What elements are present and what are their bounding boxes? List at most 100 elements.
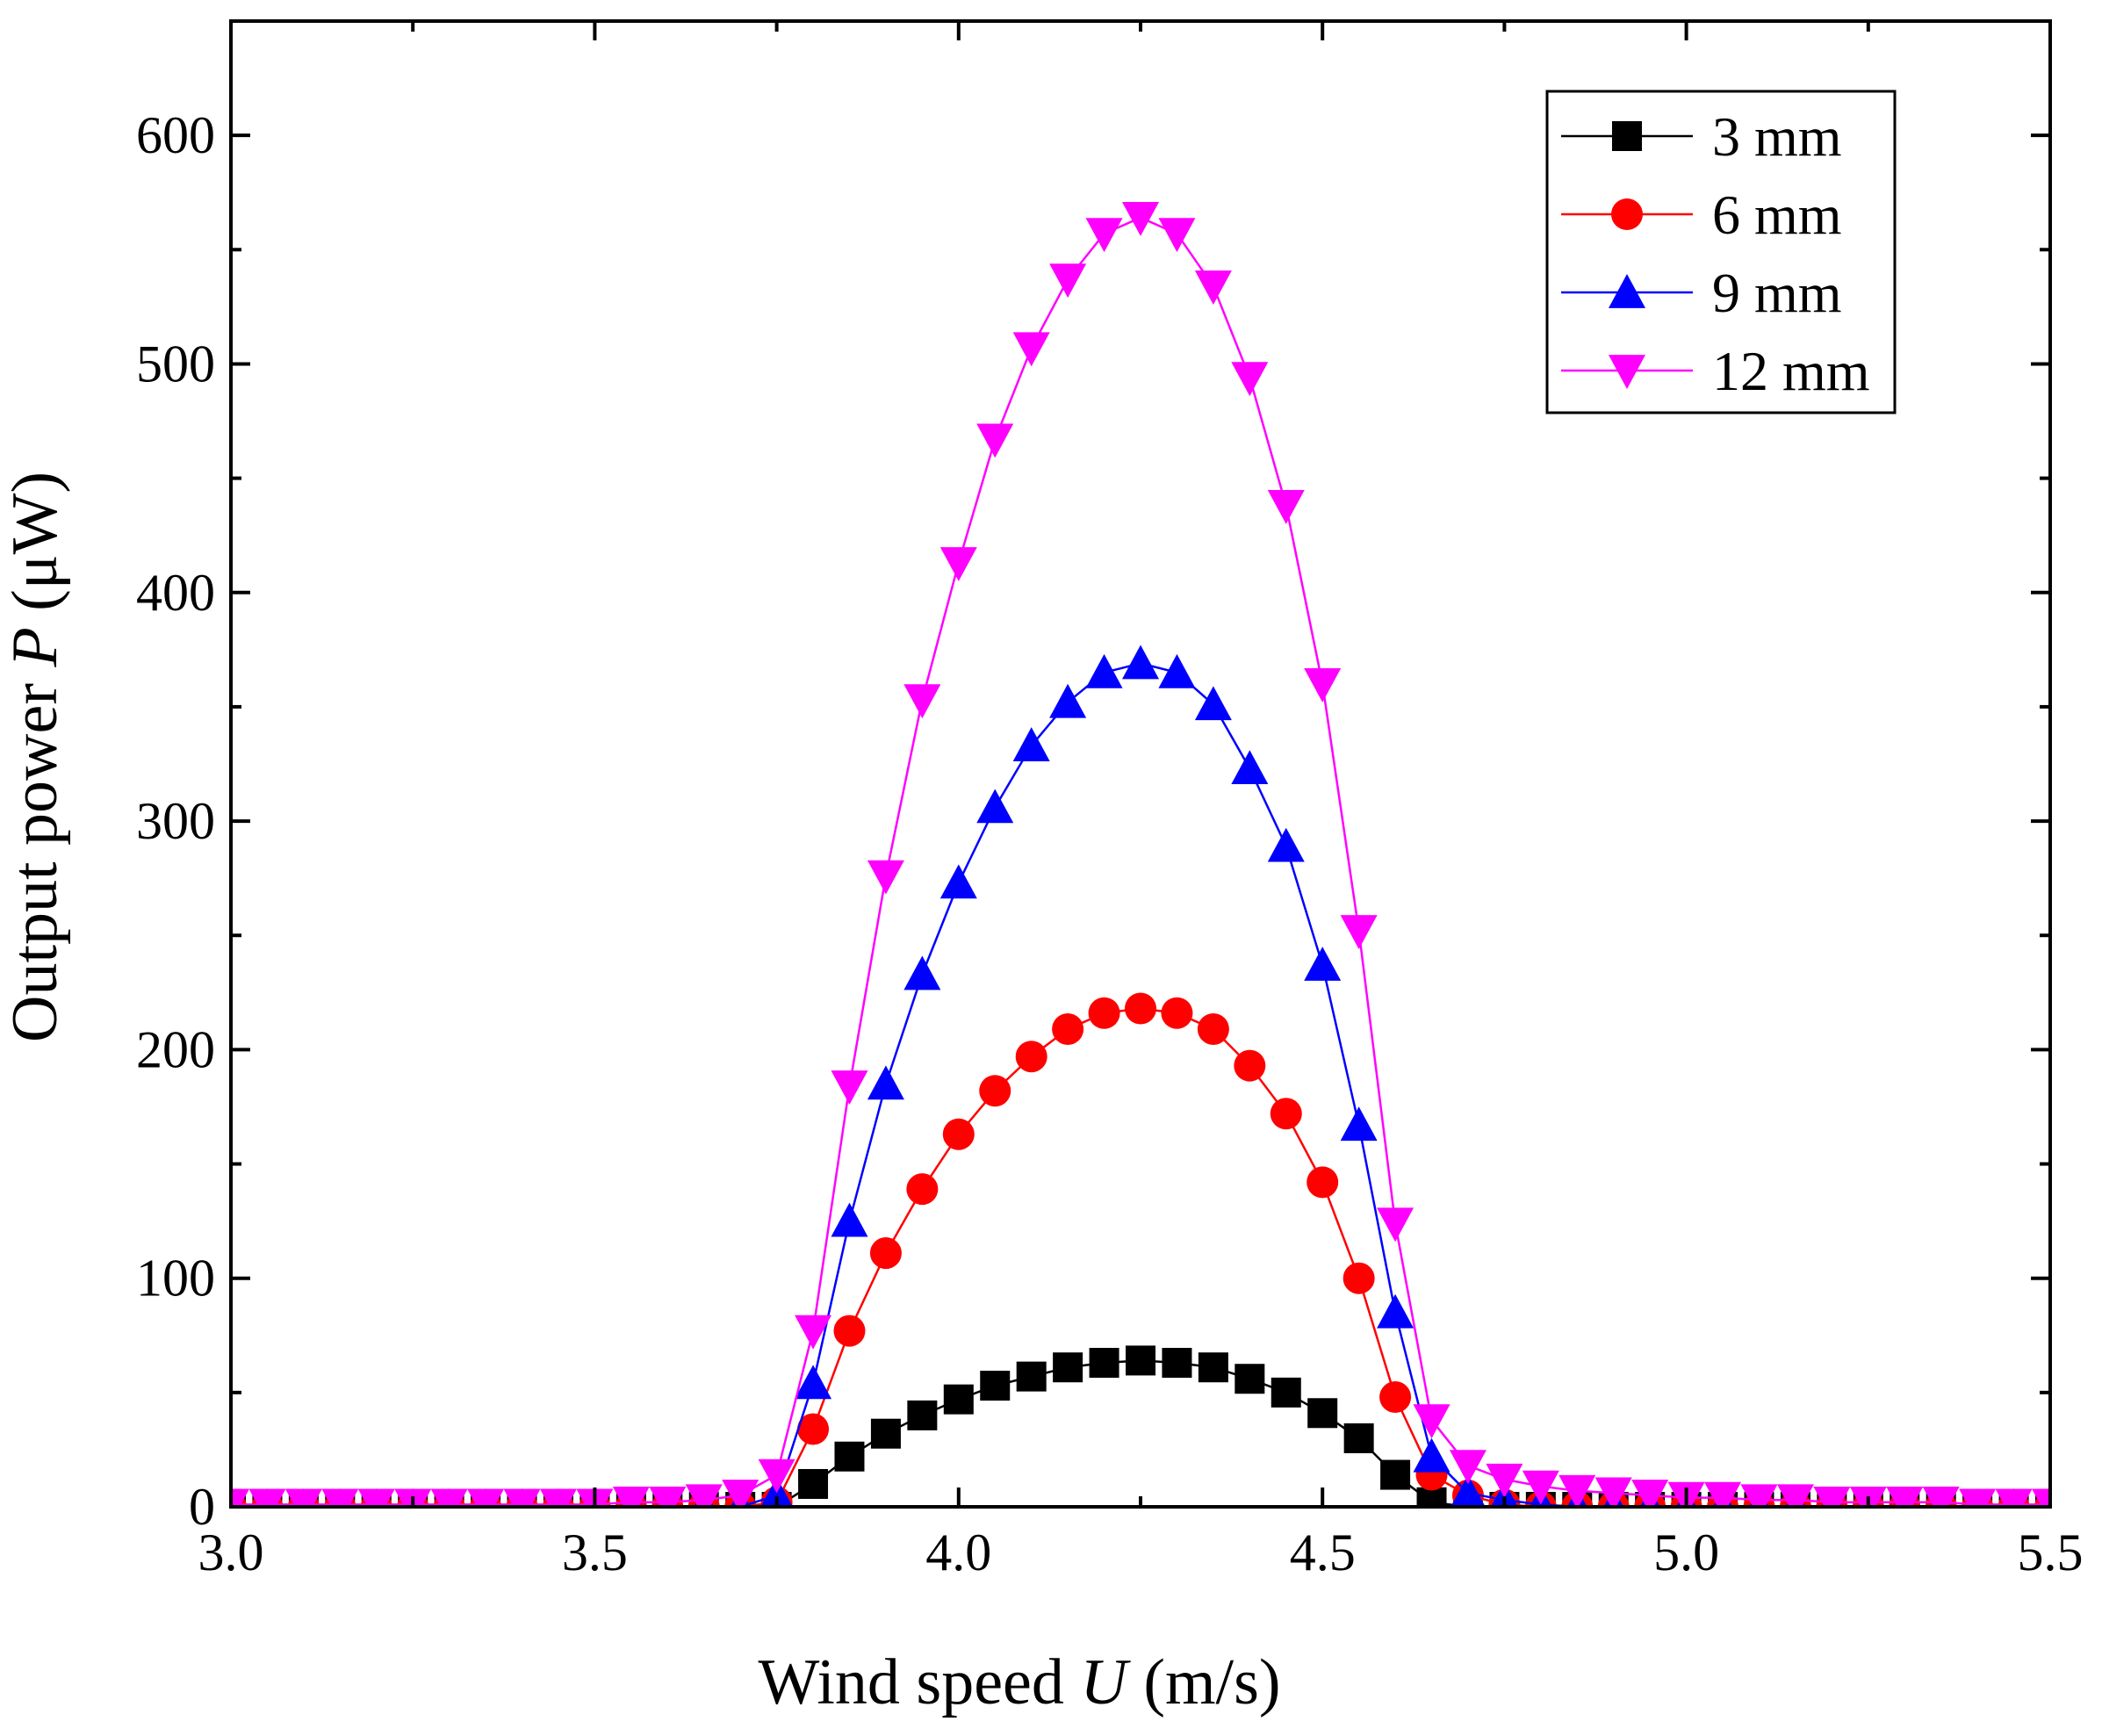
legend-label: 12 mm	[1712, 340, 1870, 402]
data-point	[1740, 1484, 1778, 1507]
data-point	[979, 1075, 1011, 1107]
data-point	[1198, 1352, 1228, 1383]
data-point	[1015, 1041, 1047, 1073]
data-point	[1231, 362, 1269, 397]
data-point	[980, 1371, 1011, 1401]
data-point	[1088, 997, 1120, 1029]
y-axis-title: Output power P (μW)	[0, 472, 71, 1042]
data-point	[1270, 1098, 1302, 1130]
data-point	[612, 1486, 650, 1507]
legend-item: 3 mm	[1561, 105, 1842, 168]
data-point	[1085, 218, 1123, 253]
data-point	[467, 1488, 505, 1507]
data-point	[1049, 683, 1087, 718]
data-point	[1922, 1486, 1960, 1507]
x-tick-label: 3.5	[562, 1524, 628, 1581]
data-point	[1379, 1381, 1412, 1414]
data-point	[1413, 1404, 1451, 1439]
data-point	[903, 955, 941, 990]
data-point	[1776, 1484, 1814, 1507]
legend-item: 9 mm	[1561, 262, 1842, 324]
data-point	[1522, 1470, 1559, 1505]
data-point	[797, 1413, 830, 1445]
data-point	[1016, 1361, 1047, 1392]
data-point	[867, 860, 904, 895]
data-point	[1340, 915, 1378, 950]
data-point	[1377, 1293, 1415, 1329]
legend-marker	[1609, 274, 1645, 308]
legend-item: 12 mm	[1561, 340, 1870, 402]
data-point	[1012, 727, 1050, 762]
legend-marker	[1609, 355, 1645, 389]
series-12-mm	[231, 202, 2050, 1507]
data-point	[1267, 490, 1305, 524]
y-tick-label: 0	[189, 1478, 215, 1536]
data-point	[321, 1488, 359, 1507]
data-point	[903, 684, 941, 719]
data-point	[795, 1365, 832, 1400]
data-point	[1486, 1463, 1523, 1498]
y-tick-label: 400	[136, 564, 215, 622]
legend-marker	[1611, 198, 1643, 230]
data-point	[248, 1488, 286, 1507]
data-point	[1886, 1486, 1924, 1507]
data-point	[831, 1202, 868, 1237]
data-point	[1052, 1012, 1084, 1045]
data-point	[939, 547, 977, 581]
data-point	[1631, 1480, 1669, 1507]
data-point	[503, 1488, 541, 1507]
y-tick-label: 600	[136, 106, 215, 164]
data-point	[2032, 1488, 2050, 1507]
data-point	[869, 1237, 902, 1270]
data-point	[1194, 686, 1232, 721]
x-axis-title: Wind speed U (m/s)	[758, 1646, 1280, 1718]
data-point	[1125, 992, 1156, 1025]
data-point	[942, 1118, 975, 1150]
data-point	[1158, 218, 1196, 253]
data-point	[833, 1315, 866, 1347]
data-point	[1304, 947, 1342, 981]
data-point	[1416, 1487, 1447, 1507]
legend-label: 9 mm	[1712, 262, 1842, 324]
data-point	[1267, 827, 1305, 862]
x-tick-label: 5.5	[2018, 1524, 2084, 1581]
data-point	[685, 1484, 723, 1507]
legend-item: 6 mm	[1561, 184, 1842, 246]
data-point	[1161, 997, 1193, 1029]
data-point	[1307, 1398, 1338, 1429]
data-point	[284, 1488, 322, 1507]
data-point	[1704, 1481, 1742, 1507]
data-point	[1813, 1486, 1851, 1507]
y-tick-label: 300	[136, 792, 215, 850]
data-point	[1380, 1459, 1411, 1490]
data-point	[1234, 1049, 1266, 1082]
data-point	[1343, 1423, 1374, 1453]
data-point	[1995, 1488, 2033, 1507]
data-point	[231, 1488, 249, 1507]
data-point	[1959, 1488, 1997, 1507]
legend-marker	[1612, 121, 1642, 151]
y-tick-label: 200	[136, 1020, 215, 1078]
data-point	[1162, 1348, 1192, 1379]
data-point	[758, 1459, 795, 1494]
data-point	[649, 1486, 687, 1507]
data-point	[1197, 1012, 1229, 1045]
data-point	[1343, 1262, 1375, 1294]
data-point	[1231, 750, 1269, 785]
data-point	[722, 1480, 759, 1507]
data-point	[1559, 1474, 1596, 1507]
x-tick-label: 4.0	[925, 1524, 991, 1581]
data-point	[939, 864, 977, 899]
data-point	[1122, 645, 1159, 680]
data-point	[976, 789, 1014, 824]
data-point	[798, 1468, 829, 1499]
legend-box	[1545, 90, 1897, 414]
x-axis: 3.0 3.5 4.0 4.5 5.0 5.5	[198, 21, 2084, 1581]
data-point	[870, 1418, 901, 1449]
data-point	[1122, 202, 1159, 236]
data-point	[906, 1173, 939, 1206]
data-point	[867, 1065, 904, 1100]
data-point	[1594, 1477, 1632, 1507]
data-point	[539, 1488, 577, 1507]
